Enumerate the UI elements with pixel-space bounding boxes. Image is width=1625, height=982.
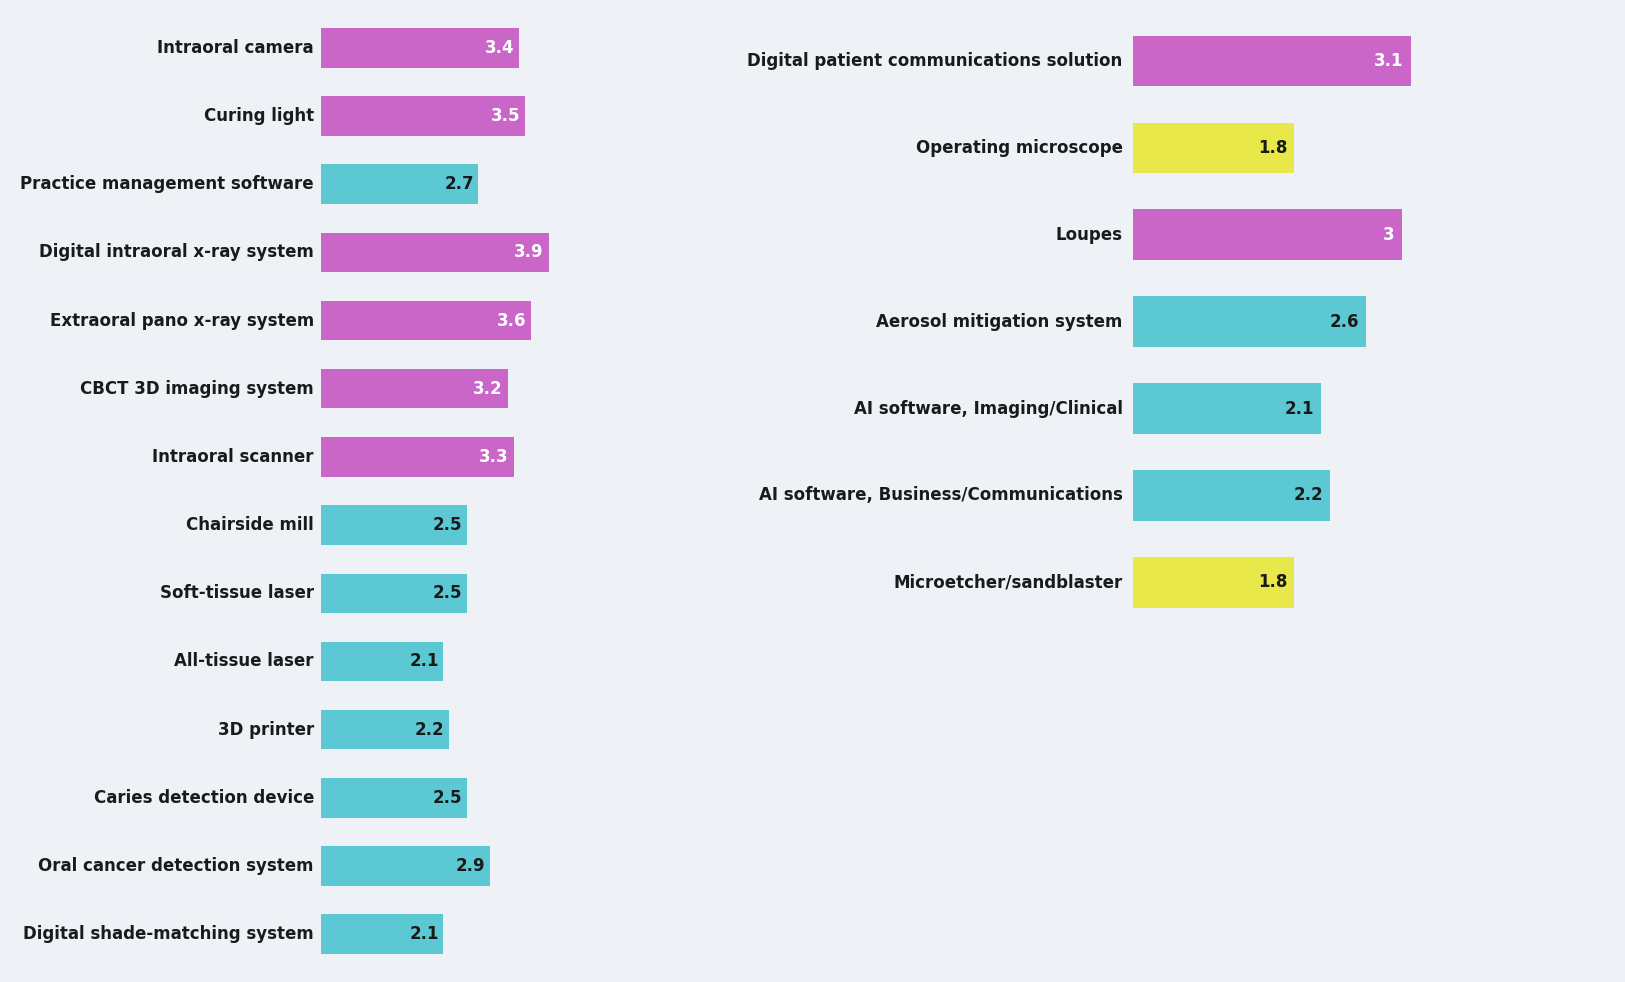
Text: AI software, Imaging/Clinical: AI software, Imaging/Clinical [853, 400, 1123, 417]
Text: 3.4: 3.4 [484, 38, 515, 57]
Text: 2.5: 2.5 [432, 584, 461, 602]
Text: 2.1: 2.1 [410, 925, 439, 944]
Bar [322, 233, 549, 272]
Text: 2.7: 2.7 [444, 175, 474, 193]
Bar [1134, 209, 1401, 260]
Text: Intraoral scanner: Intraoral scanner [153, 448, 314, 465]
Text: Extraoral pano x-ray system: Extraoral pano x-ray system [50, 311, 314, 330]
Bar [322, 778, 466, 818]
Text: 2.5: 2.5 [432, 517, 461, 534]
Bar [322, 641, 444, 682]
Text: 2.9: 2.9 [457, 857, 486, 875]
Text: Microetcher/sandblaster: Microetcher/sandblaster [894, 573, 1123, 591]
Text: 3: 3 [1383, 226, 1394, 244]
Bar [322, 914, 444, 955]
Text: 1.8: 1.8 [1258, 573, 1287, 591]
Text: Digital shade-matching system: Digital shade-matching system [23, 925, 314, 944]
Text: AI software, Business/Communications: AI software, Business/Communications [759, 486, 1123, 505]
Bar [322, 710, 448, 749]
Text: Soft-tissue laser: Soft-tissue laser [159, 584, 314, 602]
Text: 2.2: 2.2 [1294, 486, 1323, 505]
Text: 2.6: 2.6 [1329, 312, 1358, 331]
Bar [1134, 123, 1294, 173]
Bar [322, 164, 478, 204]
Text: 2.1: 2.1 [1284, 400, 1315, 417]
Bar [322, 506, 466, 545]
Bar [322, 573, 466, 613]
Bar [322, 437, 514, 476]
Text: All-tissue laser: All-tissue laser [174, 652, 314, 671]
Text: CBCT 3D imaging system: CBCT 3D imaging system [80, 380, 314, 398]
Bar [322, 27, 520, 68]
Text: 3.1: 3.1 [1373, 52, 1404, 70]
Text: Loupes: Loupes [1056, 226, 1123, 244]
Bar [1134, 470, 1329, 520]
Bar [1134, 557, 1294, 608]
Text: Caries detection device: Caries detection device [94, 789, 314, 807]
Text: Operating microscope: Operating microscope [916, 138, 1123, 157]
Text: 3.3: 3.3 [479, 448, 509, 465]
Text: Practice management software: Practice management software [20, 175, 314, 193]
Text: Oral cancer detection system: Oral cancer detection system [39, 857, 314, 875]
Bar [1134, 35, 1410, 86]
Text: Curing light: Curing light [203, 107, 314, 125]
Text: 3.6: 3.6 [497, 311, 526, 330]
Text: 3.5: 3.5 [491, 107, 520, 125]
Bar [1134, 297, 1365, 347]
Bar [322, 96, 525, 136]
Text: Aerosol mitigation system: Aerosol mitigation system [876, 312, 1123, 331]
Bar [1134, 383, 1321, 434]
Text: 3.9: 3.9 [514, 244, 544, 261]
Text: Digital patient communications solution: Digital patient communications solution [748, 52, 1123, 70]
Bar [322, 300, 531, 341]
Text: 3.2: 3.2 [473, 380, 504, 398]
Bar [322, 369, 507, 409]
Text: 2.1: 2.1 [410, 652, 439, 671]
Text: Chairside mill: Chairside mill [187, 517, 314, 534]
Bar [322, 846, 491, 886]
Text: 3D printer: 3D printer [218, 721, 314, 738]
Text: 1.8: 1.8 [1258, 138, 1287, 157]
Text: Intraoral camera: Intraoral camera [158, 38, 314, 57]
Text: 2.2: 2.2 [414, 721, 445, 738]
Text: 2.5: 2.5 [432, 789, 461, 807]
Text: Digital intraoral x-ray system: Digital intraoral x-ray system [39, 244, 314, 261]
